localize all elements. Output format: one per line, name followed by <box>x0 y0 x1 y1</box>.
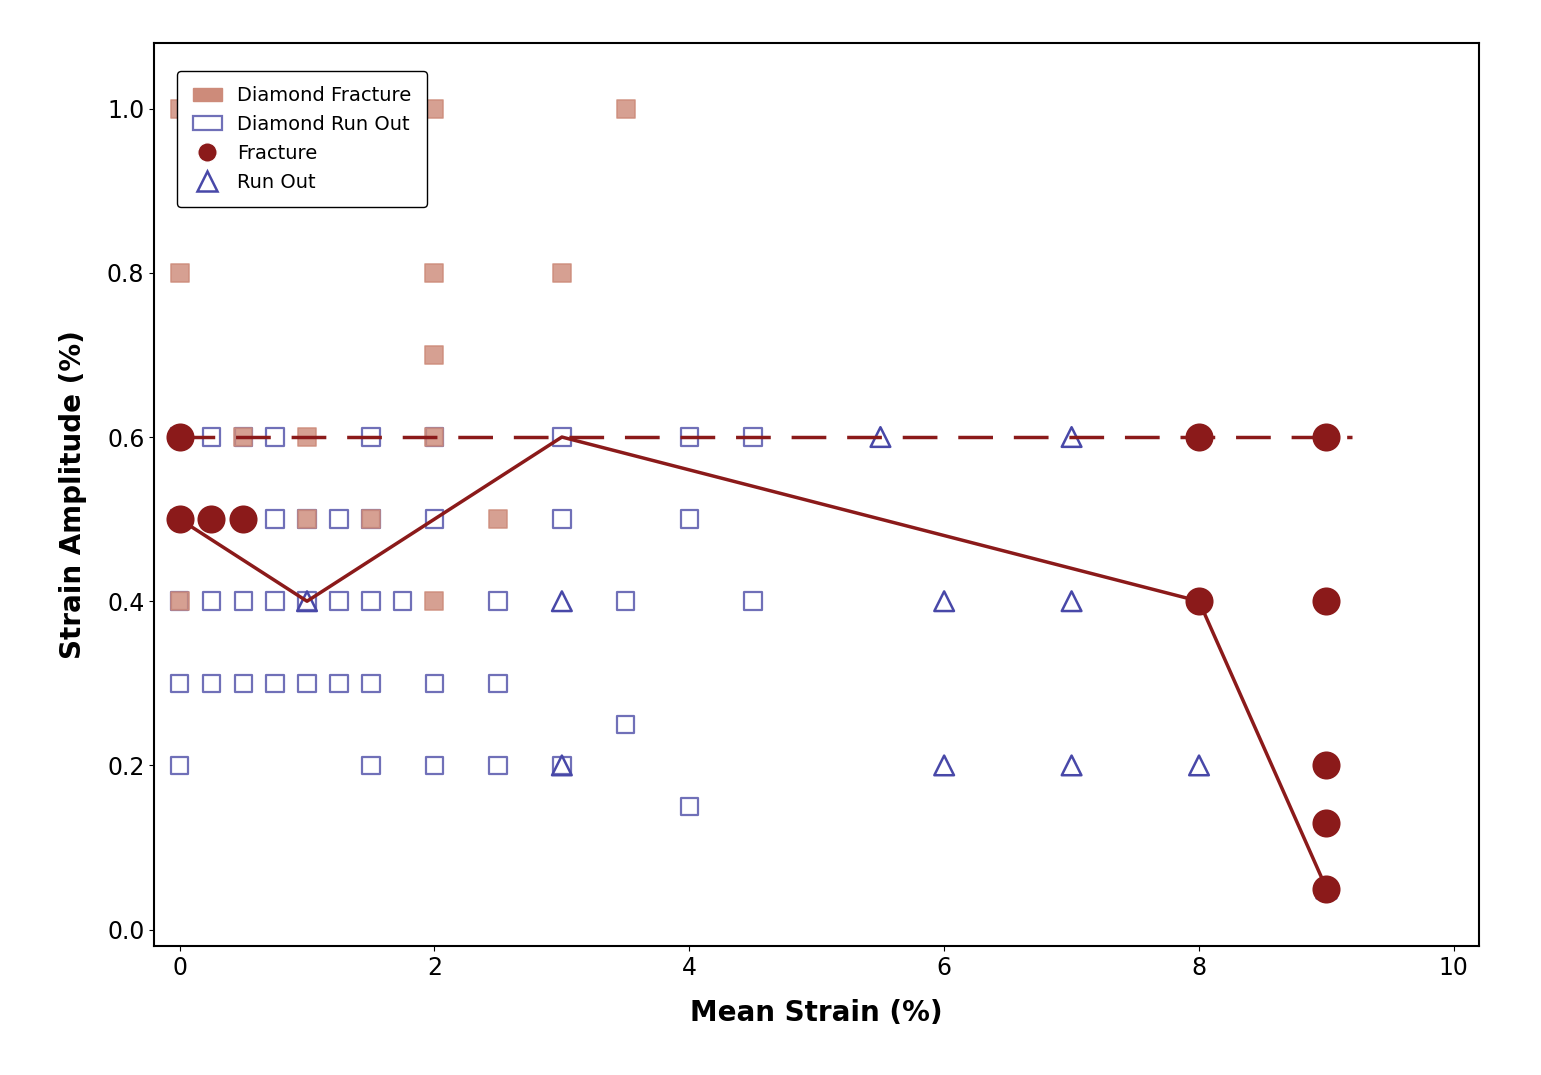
Point <box>676 798 701 815</box>
Point <box>294 675 319 692</box>
Point <box>741 592 766 610</box>
Point <box>359 511 384 528</box>
Point <box>294 100 319 117</box>
Point <box>359 511 384 528</box>
Point <box>168 511 193 528</box>
Point <box>422 592 447 610</box>
Point <box>1187 429 1211 446</box>
Point <box>199 429 223 446</box>
Point <box>868 429 892 446</box>
Point <box>422 429 447 446</box>
Point <box>422 511 447 528</box>
Point <box>613 716 638 733</box>
Point <box>327 511 351 528</box>
Point <box>676 429 701 446</box>
Point <box>613 592 638 610</box>
Point <box>1187 757 1211 774</box>
Point <box>550 511 575 528</box>
Point <box>168 100 193 117</box>
Point <box>168 757 193 774</box>
Point <box>168 511 193 528</box>
Point <box>294 592 319 610</box>
Point <box>613 100 638 117</box>
Point <box>550 429 575 446</box>
Point <box>1059 757 1083 774</box>
Point <box>485 675 510 692</box>
Point <box>1187 592 1211 610</box>
Point <box>485 757 510 774</box>
Point <box>741 429 766 446</box>
Point <box>359 757 384 774</box>
Point <box>485 592 510 610</box>
Point <box>1314 880 1339 898</box>
Point <box>264 675 288 692</box>
Point <box>231 511 256 528</box>
Point <box>168 429 193 446</box>
Point <box>168 592 193 610</box>
Point <box>676 511 701 528</box>
Point <box>1314 592 1339 610</box>
Point <box>168 511 193 528</box>
Point <box>932 592 957 610</box>
Point <box>168 429 193 446</box>
Point <box>1314 429 1339 446</box>
Point <box>168 675 193 692</box>
Point <box>264 429 288 446</box>
Point <box>932 757 957 774</box>
Point <box>1314 880 1339 898</box>
Point <box>327 675 351 692</box>
Point <box>294 592 319 610</box>
Point <box>168 264 193 282</box>
Point <box>550 757 575 774</box>
Point <box>422 757 447 774</box>
Point <box>294 511 319 528</box>
Point <box>231 675 256 692</box>
Point <box>199 592 223 610</box>
Point <box>231 429 256 446</box>
Point <box>550 757 575 774</box>
Point <box>359 675 384 692</box>
Point <box>231 511 256 528</box>
X-axis label: Mean Strain (%): Mean Strain (%) <box>690 999 943 1028</box>
Y-axis label: Strain Amplitude (%): Strain Amplitude (%) <box>60 330 88 659</box>
Point <box>199 511 223 528</box>
Point <box>231 429 256 446</box>
Point <box>294 429 319 446</box>
Point <box>327 592 351 610</box>
Point <box>422 264 447 282</box>
Point <box>1059 592 1083 610</box>
Point <box>422 675 447 692</box>
Point <box>485 511 510 528</box>
Point <box>264 511 288 528</box>
Point <box>1059 429 1083 446</box>
Point <box>294 511 319 528</box>
Point <box>231 100 256 117</box>
Point <box>422 429 447 446</box>
Legend: Diamond Fracture, Diamond Run Out, Fracture, Run Out: Diamond Fracture, Diamond Run Out, Fract… <box>177 71 427 207</box>
Point <box>550 592 575 610</box>
Point <box>199 675 223 692</box>
Point <box>199 511 223 528</box>
Point <box>231 592 256 610</box>
Point <box>168 592 193 610</box>
Point <box>359 592 384 610</box>
Point <box>359 429 384 446</box>
Point <box>264 592 288 610</box>
Point <box>422 346 447 363</box>
Point <box>550 264 575 282</box>
Point <box>231 511 256 528</box>
Point <box>1314 814 1339 831</box>
Point <box>168 429 193 446</box>
Point <box>390 592 415 610</box>
Point <box>422 100 447 117</box>
Point <box>1314 757 1339 774</box>
